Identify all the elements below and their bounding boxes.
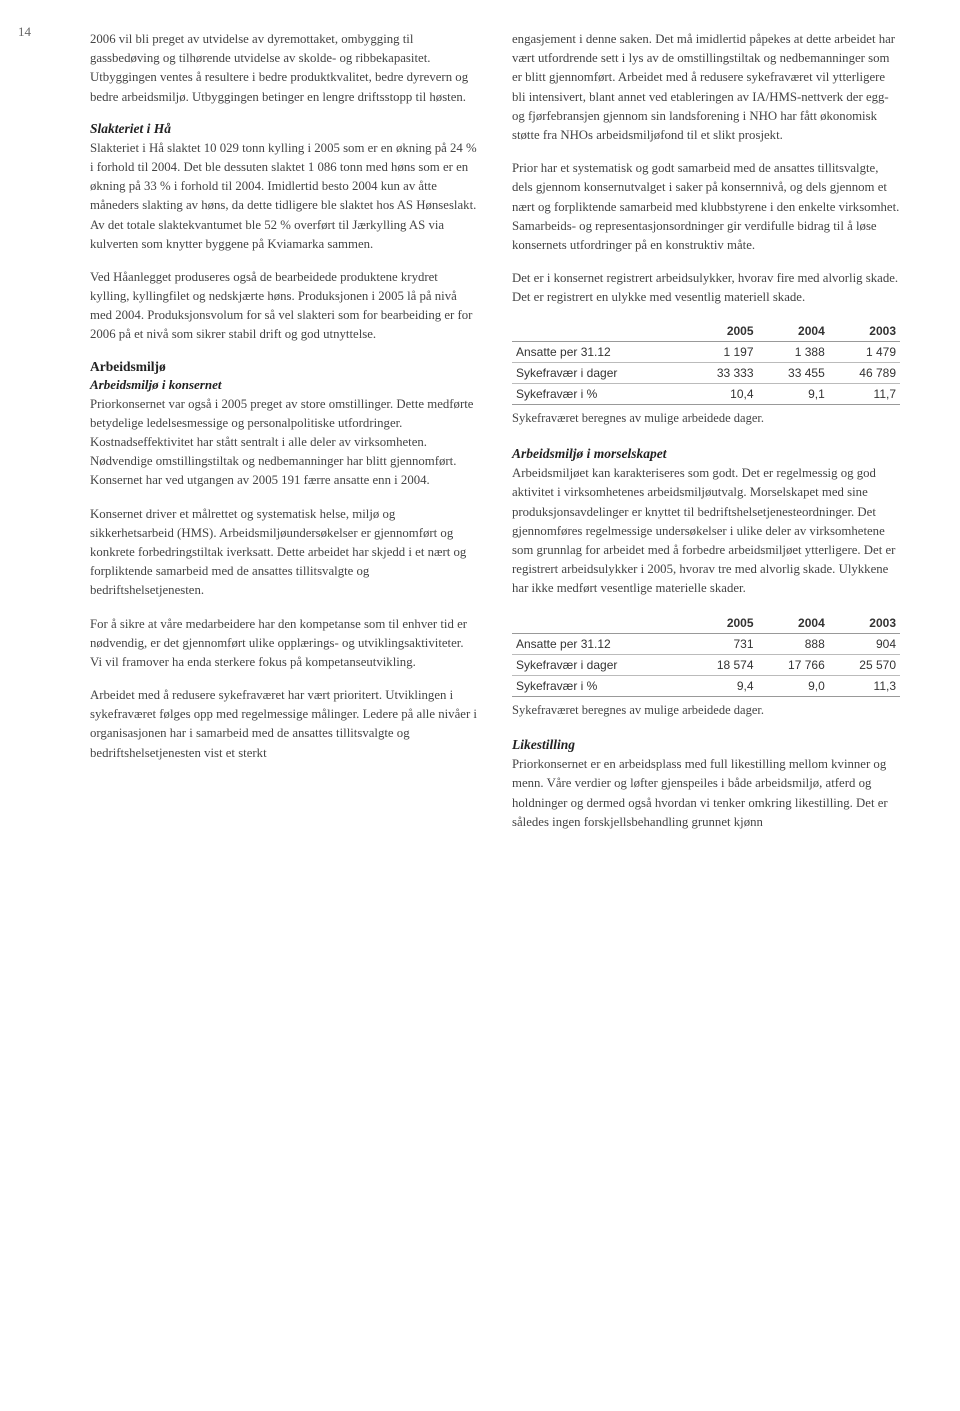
- table-cell: 46 789: [829, 363, 900, 384]
- paragraph: Prior har et systematisk og godt samarbe…: [512, 159, 900, 255]
- left-column: 2006 vil bli preget av utvidelse av dyre…: [90, 30, 478, 832]
- paragraph: Ved Håanlegget produseres også de bearbe…: [90, 268, 478, 345]
- section-heading-morselskapet: Arbeidsmiljø i morselskapet: [512, 446, 900, 462]
- table-cell: 888: [758, 633, 829, 654]
- paragraph: For å sikre at våre medarbeidere har den…: [90, 615, 478, 673]
- table-cell: 1 197: [686, 342, 757, 363]
- table-morselskapet: 2005 2004 2003 Ansatte per 31.12 731 888…: [512, 613, 900, 697]
- table-header-row: 2005 2004 2003: [512, 321, 900, 342]
- paragraph: 2006 vil bli preget av utvidelse av dyre…: [90, 30, 478, 107]
- table-cell: Sykefravær i %: [512, 384, 686, 405]
- table-header: 2004: [758, 613, 829, 634]
- paragraph: Konsernet driver et målrettet og systema…: [90, 505, 478, 601]
- right-column: engasjement i denne saken. Det må imidle…: [512, 30, 900, 832]
- paragraph: Arbeidsmiljøet kan karakteriseres som go…: [512, 464, 900, 598]
- table-cell: 33 333: [686, 363, 757, 384]
- table-header: 2003: [829, 613, 900, 634]
- paragraph: Priorkonsernet er en arbeidsplass med fu…: [512, 755, 900, 832]
- table-cell: 9,4: [686, 675, 757, 696]
- table-cell: 11,7: [829, 384, 900, 405]
- table-header: [512, 321, 686, 342]
- table-cell: Ansatte per 31.12: [512, 633, 686, 654]
- section-heading-likestilling: Likestilling: [512, 737, 900, 753]
- paragraph: Det er i konsernet registrert arbeidsuly…: [512, 269, 900, 307]
- table-header: 2005: [686, 321, 757, 342]
- two-column-layout: 2006 vil bli preget av utvidelse av dyre…: [90, 30, 900, 832]
- table-header: 2004: [758, 321, 829, 342]
- paragraph: Slakteriet i Hå slaktet 10 029 tonn kyll…: [90, 139, 478, 254]
- table-cell: 11,3: [829, 675, 900, 696]
- table-cell: 9,0: [758, 675, 829, 696]
- table-cell: 33 455: [758, 363, 829, 384]
- paragraph: Priorkonsernet var også i 2005 preget av…: [90, 395, 478, 491]
- table-cell: 9,1: [758, 384, 829, 405]
- subheading-konsernet: Arbeidsmiljø i konsernet: [90, 377, 478, 393]
- table-header: [512, 613, 686, 634]
- paragraph: engasjement i denne saken. Det må imidle…: [512, 30, 900, 145]
- table-cell: 731: [686, 633, 757, 654]
- page-number: 14: [18, 24, 31, 40]
- table-row: Ansatte per 31.12 1 197 1 388 1 479: [512, 342, 900, 363]
- table-cell: 18 574: [686, 654, 757, 675]
- table-row: Sykefravær i dager 33 333 33 455 46 789: [512, 363, 900, 384]
- paragraph: Arbeidet med å redusere sykefraværet har…: [90, 686, 478, 763]
- table-cell: Sykefravær i dager: [512, 363, 686, 384]
- table-cell: 17 766: [758, 654, 829, 675]
- section-heading-arbeidsmiljo: Arbeidsmiljø: [90, 359, 478, 375]
- table-cell: 1 479: [829, 342, 900, 363]
- table-cell: 1 388: [758, 342, 829, 363]
- table-cell: 10,4: [686, 384, 757, 405]
- table-note: Sykefraværet beregnes av mulige arbeided…: [512, 409, 900, 428]
- table-row: Ansatte per 31.12 731 888 904: [512, 633, 900, 654]
- section-heading-slakteriet: Slakteriet i Hå: [90, 121, 478, 137]
- table-header: 2005: [686, 613, 757, 634]
- table-cell: Sykefravær i %: [512, 675, 686, 696]
- table-cell: Sykefravær i dager: [512, 654, 686, 675]
- table-cell: Ansatte per 31.12: [512, 342, 686, 363]
- table-row: Sykefravær i % 10,4 9,1 11,7: [512, 384, 900, 405]
- table-header: 2003: [829, 321, 900, 342]
- table-konsernet: 2005 2004 2003 Ansatte per 31.12 1 197 1…: [512, 321, 900, 405]
- table-row: Sykefravær i dager 18 574 17 766 25 570: [512, 654, 900, 675]
- table-cell: 25 570: [829, 654, 900, 675]
- table-note: Sykefraværet beregnes av mulige arbeided…: [512, 701, 900, 720]
- table-header-row: 2005 2004 2003: [512, 613, 900, 634]
- table-row: Sykefravær i % 9,4 9,0 11,3: [512, 675, 900, 696]
- table-cell: 904: [829, 633, 900, 654]
